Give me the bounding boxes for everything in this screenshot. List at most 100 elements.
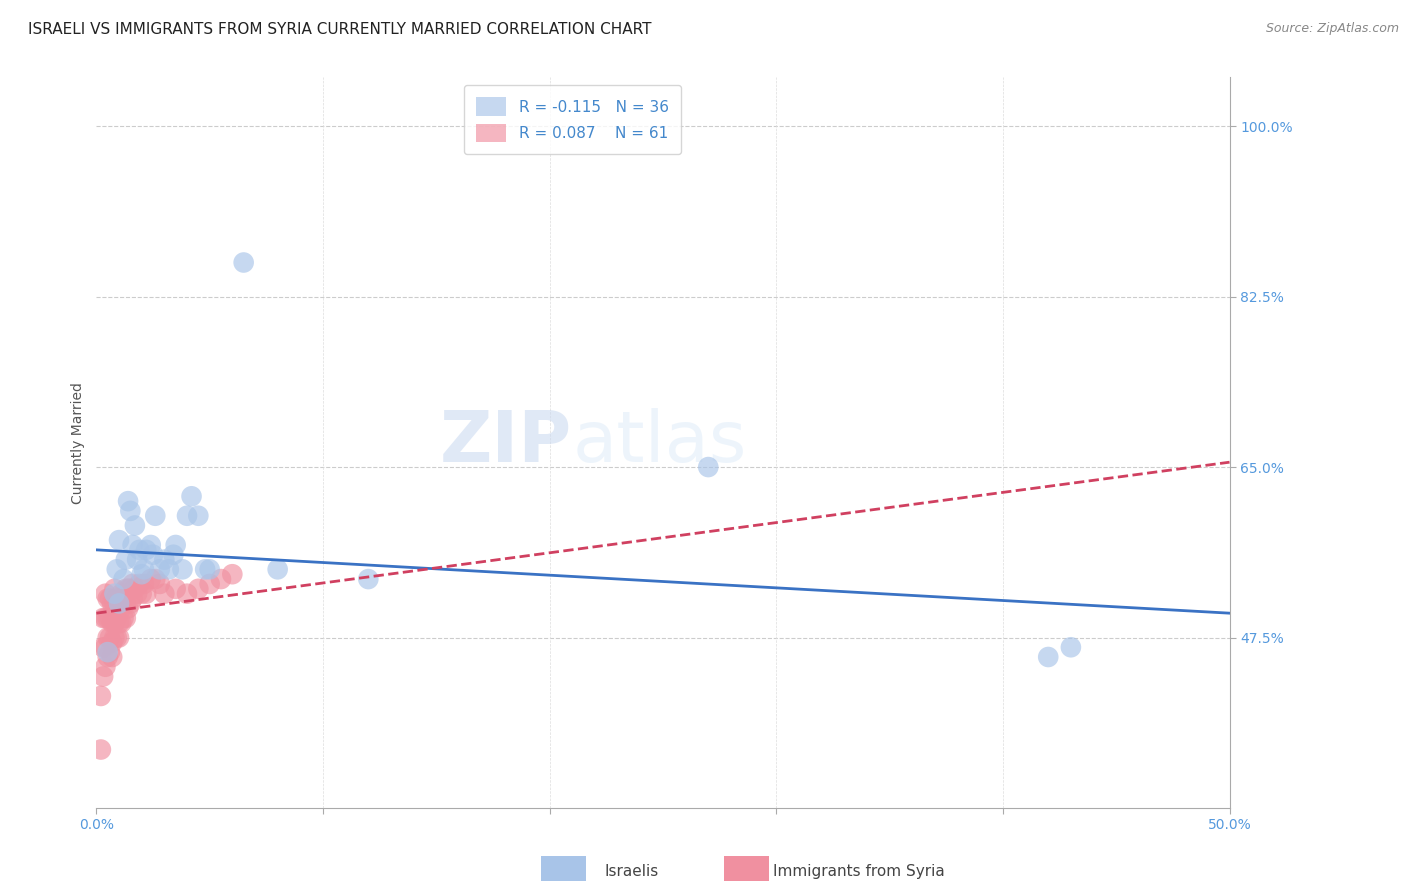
Point [139,538,162,552]
Point [165,582,187,596]
Text: ZIP: ZIP [440,409,572,477]
Point [103,582,125,596]
Point [110,601,132,615]
Point [114,552,136,566]
Point [98,645,121,659]
Point [180,489,202,503]
Point [131,587,153,601]
Point [97,631,120,645]
Point [120,596,142,610]
Point [187,508,209,523]
Point [194,562,217,576]
Point [114,582,136,596]
Point [101,650,124,665]
Point [139,572,162,586]
Point [94,587,117,601]
Point [187,582,209,596]
Point [157,562,180,576]
Point [101,615,124,630]
Point [127,587,149,601]
Point [114,611,136,625]
Point [103,615,125,630]
Text: atlas: atlas [572,409,747,477]
Point [135,587,157,601]
Point [105,562,128,576]
Point [149,562,172,576]
Point [127,552,149,566]
Point [112,572,135,586]
Point [143,508,166,523]
Point [131,567,153,582]
Point [132,562,155,576]
Point [110,587,132,601]
Point [143,572,166,586]
Point [176,508,198,523]
Point [103,596,125,610]
Point [91,669,114,683]
Point [117,601,139,615]
Point [91,640,114,655]
Point [165,538,187,552]
Point [97,591,120,606]
Point [232,255,254,269]
Point [90,689,112,703]
Point [128,542,150,557]
Text: Source: ZipAtlas.com: Source: ZipAtlas.com [1265,22,1399,36]
Point [108,596,131,610]
Point [91,611,114,625]
Point [105,591,128,606]
Point [97,611,120,625]
Point [121,577,143,591]
Text: Immigrants from Syria: Immigrants from Syria [773,863,945,879]
Point [108,596,131,610]
Point [132,577,155,591]
Point [124,582,146,596]
Point [172,562,194,576]
Point [101,596,124,610]
Point [149,577,172,591]
Point [112,591,135,606]
Point [101,635,124,649]
Point [114,596,136,610]
Point [97,650,120,665]
Point [97,645,120,659]
Point [98,611,121,625]
Point [266,562,288,576]
Point [1038,650,1060,665]
Point [103,631,125,645]
Point [176,587,198,601]
Text: ISRAELI VS IMMIGRANTS FROM SYRIA CURRENTLY MARRIED CORRELATION CHART: ISRAELI VS IMMIGRANTS FROM SYRIA CURRENT… [28,22,651,37]
Point [221,567,243,582]
Point [153,552,176,566]
Point [121,538,143,552]
Point [90,742,112,756]
Point [108,631,131,645]
Point [94,640,117,655]
Point [1060,640,1083,655]
Point [121,591,143,606]
Point [98,591,121,606]
Point [98,631,121,645]
Point [198,562,221,576]
Point [105,631,128,645]
Point [135,542,157,557]
Point [120,504,142,518]
Point [117,582,139,596]
Point [105,611,128,625]
Point [120,582,142,596]
Point [94,659,117,673]
Point [162,548,184,562]
Point [142,548,165,562]
Point [94,611,117,625]
Point [108,615,131,630]
Point [110,615,132,630]
Point [697,460,720,475]
Point [117,494,139,508]
Point [112,611,135,625]
Point [103,587,125,601]
Point [108,533,131,548]
Point [128,577,150,591]
Legend: R = -0.115   N = 36, R = 0.087    N = 61: R = -0.115 N = 36, R = 0.087 N = 61 [464,85,681,154]
Point [209,572,232,586]
Point [357,572,380,586]
